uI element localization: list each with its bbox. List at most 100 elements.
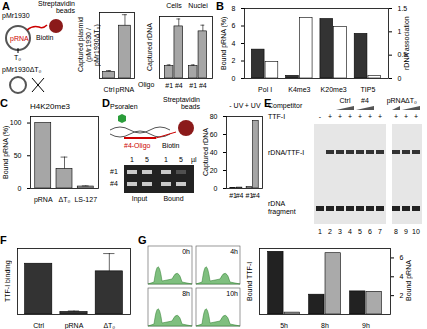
svg-text:9: 9 xyxy=(404,228,408,235)
svg-text:7: 7 xyxy=(378,228,382,235)
svg-text:TIP5: TIP5 xyxy=(361,86,376,93)
svg-text:20: 20 xyxy=(210,167,218,174)
svg-text:Ctrl: Ctrl xyxy=(340,97,351,104)
svg-text:Pol I: Pol I xyxy=(258,86,272,93)
svg-text:Ctrl: Ctrl xyxy=(33,322,44,329)
html-text:H4K20me3: H4K20me3 xyxy=(30,102,70,111)
svg-text:80: 80 xyxy=(210,113,218,120)
svg-text:2: 2 xyxy=(400,292,404,299)
svg-text:0h: 0h xyxy=(182,248,190,255)
svg-text:rDNA/TTF-I: rDNA/TTF-I xyxy=(268,149,304,156)
svg-text:rDNA: rDNA xyxy=(268,200,285,207)
svg-text:#1: #1 xyxy=(189,82,197,89)
svg-text:1: 1 xyxy=(398,28,402,35)
svg-text:8: 8 xyxy=(394,228,398,235)
svg-text:pRNA: pRNA xyxy=(116,86,135,94)
svg-text:pRNA: pRNA xyxy=(65,322,84,329)
svg-text:60: 60 xyxy=(210,131,218,138)
svg-text:beads: beads xyxy=(56,7,76,14)
svg-text:+: + xyxy=(338,113,342,120)
svg-text:1: 1 xyxy=(164,156,168,163)
svg-text:+: + xyxy=(394,113,398,120)
svg-text:10: 10 xyxy=(412,228,420,235)
svg-text:-: - xyxy=(319,113,322,120)
svg-text:1: 1 xyxy=(318,228,322,235)
svg-text:4h: 4h xyxy=(230,248,238,255)
svg-text:1: 1 xyxy=(130,156,134,163)
svg-text:ΔT₀: ΔT₀ xyxy=(59,196,71,203)
svg-text:+: + xyxy=(414,113,418,120)
html-text:A: A xyxy=(2,0,10,12)
svg-text:#4-Oligo: #4-Oligo xyxy=(124,142,151,150)
svg-text:10h: 10h xyxy=(226,290,238,297)
svg-text:5: 5 xyxy=(358,228,362,235)
svg-text:Input: Input xyxy=(132,195,148,203)
svg-text:#4: #4 xyxy=(199,82,207,89)
svg-text:fragment: fragment xyxy=(268,208,296,216)
svg-text:2: 2 xyxy=(232,57,236,64)
svg-text:pMr1930ΔT₀: pMr1930ΔT₀ xyxy=(2,66,42,74)
svg-text:4: 4 xyxy=(348,228,352,235)
svg-text:#1: #1 xyxy=(110,168,118,175)
svg-text:5h: 5h xyxy=(280,322,288,329)
svg-text:+: + xyxy=(368,113,372,120)
svg-text:2: 2 xyxy=(328,228,332,235)
svg-text:pRNA: pRNA xyxy=(34,196,53,204)
svg-text:TTF-I: TTF-I xyxy=(268,113,285,120)
svg-text:- UV: - UV xyxy=(229,102,243,109)
svg-text:50: 50 xyxy=(14,152,22,159)
svg-text:Cells: Cells xyxy=(166,2,182,9)
svg-text:µl: µl xyxy=(191,156,197,164)
svg-text:0: 0 xyxy=(18,185,22,192)
svg-text:T₀: T₀ xyxy=(14,54,21,61)
svg-text:8: 8 xyxy=(232,5,236,12)
svg-text:#4: #4 xyxy=(252,192,260,199)
svg-text:5: 5 xyxy=(179,156,183,163)
svg-text:ΔT₀: ΔT₀ xyxy=(103,322,115,329)
svg-text:#4: #4 xyxy=(236,192,244,199)
svg-text:0: 0 xyxy=(232,75,236,82)
svg-text:ΔT₀: ΔT₀ xyxy=(405,97,417,104)
svg-text:Biotin: Biotin xyxy=(36,34,54,41)
html-text:Captured plasmid (pMr1930 / pM: Captured plasmid (pMr1930 / pMr1930ΔT₀) xyxy=(77,17,100,73)
svg-text:#4: #4 xyxy=(110,180,118,187)
svg-text:Bound: Bound xyxy=(163,195,183,202)
svg-text:0: 0 xyxy=(398,75,402,82)
svg-text:Biotin: Biotin xyxy=(162,142,180,149)
svg-text:LS-127: LS-127 xyxy=(74,196,97,203)
svg-text:8h: 8h xyxy=(321,322,329,329)
svg-text:+ UV: + UV xyxy=(245,102,261,109)
svg-text:8h: 8h xyxy=(182,290,190,297)
svg-text:Ctrl: Ctrl xyxy=(104,86,115,93)
html-text:G: G xyxy=(138,234,147,246)
svg-text:Competitor: Competitor xyxy=(268,102,303,110)
svg-text:0: 0 xyxy=(214,185,218,192)
svg-text:+: + xyxy=(328,113,332,120)
svg-text:100: 100 xyxy=(10,119,22,126)
svg-text:#1: #1 xyxy=(165,82,173,89)
svg-text:#4: #4 xyxy=(361,97,369,104)
svg-text:+: + xyxy=(404,113,408,120)
svg-text:9h: 9h xyxy=(362,322,370,329)
svg-text:4: 4 xyxy=(232,40,236,47)
svg-text:pRNA: pRNA xyxy=(10,35,29,43)
svg-text:beads: beads xyxy=(181,103,201,110)
svg-text:40: 40 xyxy=(210,149,218,156)
svg-text:4: 4 xyxy=(400,273,404,280)
svg-text:Psoralen: Psoralen xyxy=(110,103,138,110)
svg-text:6: 6 xyxy=(232,22,236,29)
svg-text:+: + xyxy=(358,113,362,120)
svg-text:5: 5 xyxy=(145,156,149,163)
svg-text:3: 3 xyxy=(338,228,342,235)
svg-text:pRNA: pRNA xyxy=(387,97,406,105)
svg-text:1.5: 1.5 xyxy=(398,5,408,12)
svg-text:+: + xyxy=(378,113,382,120)
svg-text:+: + xyxy=(348,113,352,120)
svg-text:K20me3: K20me3 xyxy=(321,86,347,93)
svg-text:K4me3: K4me3 xyxy=(288,86,310,93)
svg-text:6: 6 xyxy=(368,228,372,235)
svg-text:Nuclei: Nuclei xyxy=(188,2,208,9)
svg-text:pMr1930: pMr1930 xyxy=(2,12,30,20)
svg-text:#4: #4 xyxy=(175,82,183,89)
svg-text:6: 6 xyxy=(400,254,404,261)
